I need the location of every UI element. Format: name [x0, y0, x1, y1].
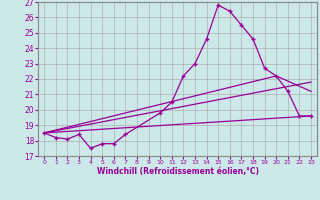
- X-axis label: Windchill (Refroidissement éolien,°C): Windchill (Refroidissement éolien,°C): [97, 167, 259, 176]
